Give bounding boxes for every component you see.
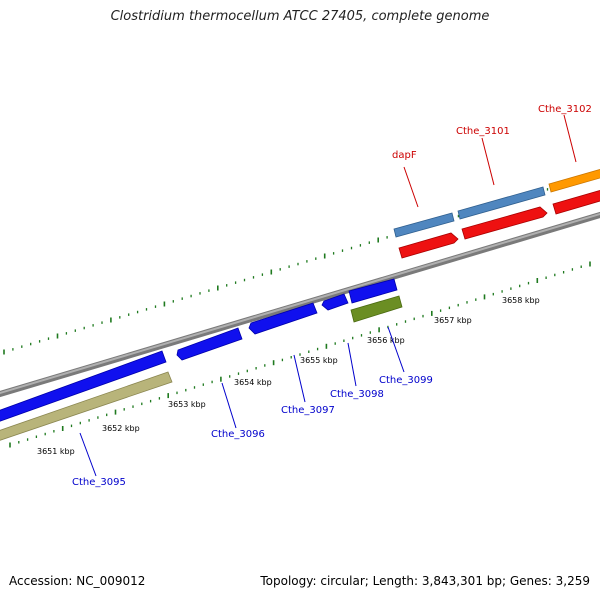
page-title: Clostridium thermocellum ATCC 27405, com…: [110, 9, 490, 24]
kbp-label: 3656 kbp: [367, 336, 405, 345]
kbp-label: 3657 kbp: [434, 316, 472, 325]
kbp-label: 3652 kbp: [102, 424, 140, 433]
gene-bar-Cthe_3099-olive[interactable]: [350, 295, 403, 323]
gene-label-Cthe_3098[interactable]: Cthe_3098: [330, 389, 384, 400]
gene-label-dapF[interactable]: dapF: [392, 150, 417, 161]
gene-label-Cthe_3097[interactable]: Cthe_3097: [281, 405, 335, 416]
kbp-labels: 3651 kbp 3652 kbp 3653 kbp 3654 kbp 3655…: [37, 296, 540, 456]
kbp-label: 3655 kbp: [300, 356, 338, 365]
gene-label-Cthe_3102[interactable]: Cthe_3102: [538, 104, 592, 115]
kbp-label: 3653 kbp: [168, 400, 206, 409]
forward-genes: [393, 168, 600, 259]
gene-bar-Cthe_3099[interactable]: [348, 278, 398, 304]
kbp-label: 3651 kbp: [37, 447, 75, 456]
gene-label-Cthe_3095[interactable]: Cthe_3095: [72, 477, 126, 488]
gene-labels: dapF Cthe_3101 Cthe_3102 Cthe_3095 Cthe_…: [72, 104, 592, 488]
gene-bar-Cthe_3096[interactable]: [176, 327, 243, 361]
gene-bar-dapF[interactable]: [398, 232, 459, 259]
gene-bar-dapF-top[interactable]: [393, 212, 455, 238]
kbp-label: 3658 kbp: [502, 296, 540, 305]
gene-bar-Cthe_3098[interactable]: [321, 293, 349, 311]
lower-tick-row: [9, 261, 591, 448]
gene-bar-Cthe_3095-khaki[interactable]: [0, 371, 173, 442]
reverse-genes: [0, 278, 403, 442]
gene-bar-Cthe_3102-red[interactable]: [552, 189, 600, 215]
kbp-label: 3654 kbp: [234, 378, 272, 387]
gene-bar-Cthe_3101-top[interactable]: [457, 186, 546, 220]
gene-bar-Cthe_3095[interactable]: [0, 350, 167, 423]
backbone: [0, 211, 600, 398]
gene-bar-Cthe_3101[interactable]: [461, 206, 548, 240]
gene-label-Cthe_3099[interactable]: Cthe_3099: [379, 375, 433, 386]
genome-stats-text: Topology: circular; Length: 3,843,301 bp…: [260, 574, 590, 588]
gene-bar-Cthe_3102[interactable]: [548, 168, 600, 193]
gene-label-Cthe_3096[interactable]: Cthe_3096: [211, 429, 265, 440]
accession-text: Accession: NC_009012: [9, 574, 146, 588]
leader-lines: [79, 114, 577, 477]
gene-label-Cthe_3101[interactable]: Cthe_3101: [456, 126, 510, 137]
gene-bar-Cthe_3097[interactable]: [248, 302, 318, 335]
